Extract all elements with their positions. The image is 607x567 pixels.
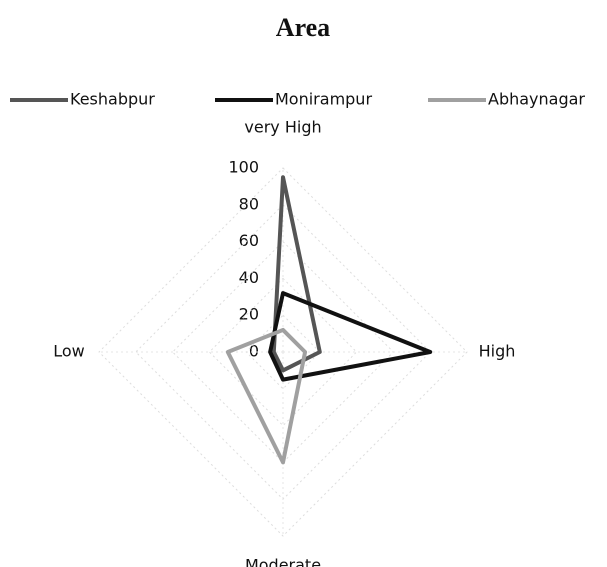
legend-label: Monirampur xyxy=(275,90,372,109)
grid-line xyxy=(98,167,468,537)
chart-title: Area xyxy=(276,13,330,42)
grid-line xyxy=(171,240,395,464)
category-label: very High xyxy=(244,118,321,137)
r-tick-label: 100 xyxy=(228,158,259,177)
r-tick-label: 60 xyxy=(239,231,259,250)
r-tick-label: 20 xyxy=(239,305,259,324)
series-line xyxy=(225,327,308,465)
category-label: Moderate xyxy=(245,556,321,567)
grid-line xyxy=(208,277,358,427)
category-label: High xyxy=(479,342,516,361)
legend-label: Abhaynagar xyxy=(488,90,585,109)
r-tick-label: 0 xyxy=(249,342,259,361)
series-line xyxy=(271,175,322,373)
legend-label: Keshabpur xyxy=(70,90,155,109)
r-tick-label: 40 xyxy=(239,268,259,287)
grid-line xyxy=(135,204,431,500)
r-tick-label: 80 xyxy=(239,194,259,213)
category-label: Low xyxy=(53,342,85,361)
